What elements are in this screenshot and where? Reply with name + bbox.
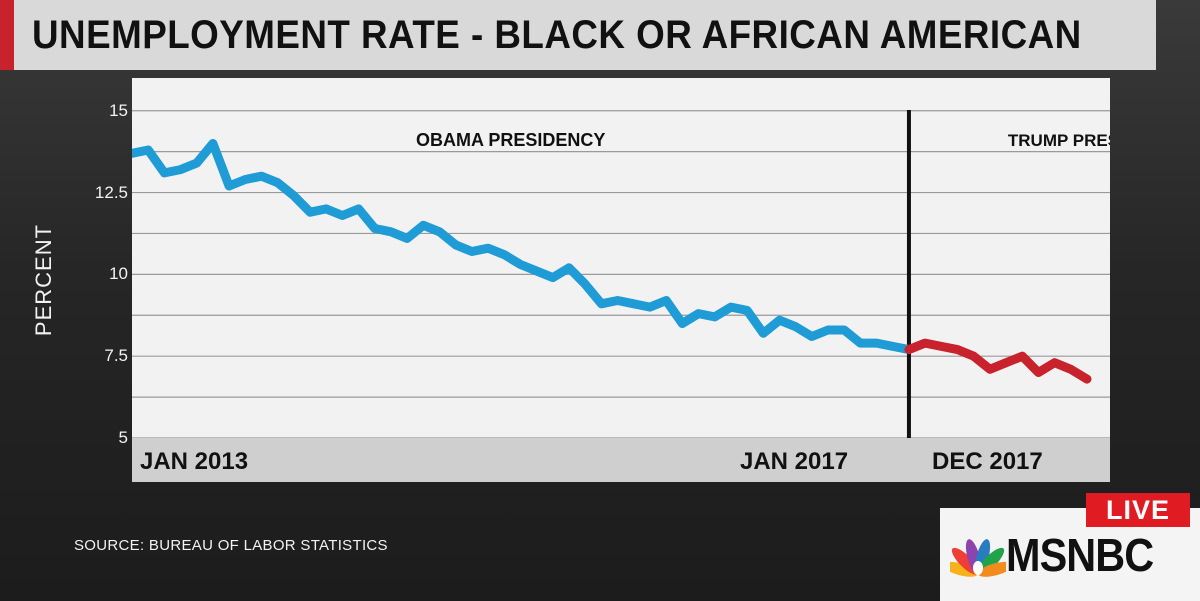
data-point	[859, 342, 861, 344]
live-badge: LIVE	[1086, 493, 1190, 527]
data-point	[908, 349, 910, 351]
y-tick-label: 7.5	[104, 346, 128, 366]
data-point	[568, 267, 570, 269]
source-note: SOURCE: BUREAU OF LABOR STATISTICS	[74, 537, 388, 554]
x-axis-band	[132, 438, 1110, 482]
data-point	[519, 264, 521, 266]
data-point	[730, 306, 732, 308]
data-point	[487, 247, 489, 249]
data-point	[811, 336, 813, 338]
peacock-icon	[950, 539, 1006, 577]
data-point	[762, 332, 764, 334]
annotation-obama: OBAMA PRESIDENCY	[416, 130, 605, 150]
data-point	[390, 231, 392, 233]
data-point	[180, 169, 182, 171]
data-point	[746, 309, 748, 311]
data-point	[536, 270, 538, 272]
data-point	[649, 306, 651, 308]
data-point	[147, 149, 149, 151]
y-tick-label: 15	[109, 100, 128, 120]
data-point	[260, 175, 262, 177]
title-bar: UNEMPLOYMENT RATE - BLACK OR AFRICAN AME…	[14, 0, 1156, 70]
plot-area	[132, 78, 1110, 438]
y-axis-label-text: PERCENT	[31, 223, 56, 337]
data-point	[714, 316, 716, 318]
data-point	[876, 342, 878, 344]
data-point	[924, 342, 926, 344]
data-point	[892, 345, 894, 347]
data-point	[600, 303, 602, 305]
data-point	[633, 303, 635, 305]
data-point	[374, 228, 376, 230]
data-point	[681, 322, 683, 324]
data-point	[940, 345, 942, 347]
data-point	[1037, 372, 1039, 374]
data-point	[584, 283, 586, 285]
data-point	[1005, 362, 1007, 364]
data-point	[309, 211, 311, 213]
data-point	[455, 244, 457, 246]
data-point	[795, 326, 797, 328]
line-chart: OBAMA PRESIDENCY TRUMP PRESIDENCY	[132, 78, 1110, 438]
data-point	[196, 162, 198, 164]
data-point	[827, 329, 829, 331]
x-tick-label: DEC 2017	[932, 448, 1043, 475]
data-point	[471, 250, 473, 252]
data-point	[293, 195, 295, 197]
data-point	[406, 237, 408, 239]
gridlines	[132, 110, 1110, 438]
data-point	[1021, 355, 1023, 357]
data-point	[163, 172, 165, 174]
chart-title: UNEMPLOYMENT RATE - BLACK OR AFRICAN AME…	[32, 12, 1082, 57]
y-tick-label: 10	[109, 264, 128, 284]
data-point	[228, 185, 230, 187]
y-tick-label: 12.5	[94, 182, 128, 202]
data-point	[277, 182, 279, 184]
data-point	[325, 208, 327, 210]
data-point	[843, 329, 845, 331]
data-point	[778, 319, 780, 321]
data-point	[552, 277, 554, 279]
network-name: MSNBC	[1006, 529, 1154, 581]
y-tick-label: 5	[118, 428, 128, 447]
data-point	[422, 224, 424, 226]
series-layer	[132, 139, 1092, 384]
x-tick-label: JAN 2017	[740, 448, 849, 475]
data-point	[212, 142, 214, 144]
y-axis-label: PERCENT	[24, 200, 64, 360]
data-point	[1054, 362, 1056, 364]
data-point	[358, 208, 360, 210]
data-point	[698, 313, 700, 315]
data-point	[132, 152, 133, 154]
data-point	[973, 355, 975, 357]
annotation-trump: TRUMP PRESIDENCY	[1008, 131, 1110, 150]
data-point	[665, 300, 667, 302]
accent-strip	[0, 0, 14, 70]
data-point	[341, 214, 343, 216]
data-point	[244, 178, 246, 180]
data-point	[1070, 368, 1072, 370]
series-line-trump	[904, 338, 1092, 384]
annotations: OBAMA PRESIDENCY TRUMP PRESIDENCY	[416, 110, 1110, 438]
data-point	[957, 349, 959, 351]
data-point	[1086, 378, 1088, 380]
data-point	[503, 254, 505, 256]
data-point	[439, 231, 441, 233]
data-point	[617, 300, 619, 302]
data-point	[989, 368, 991, 370]
x-tick-label: JAN 2013	[140, 448, 249, 475]
